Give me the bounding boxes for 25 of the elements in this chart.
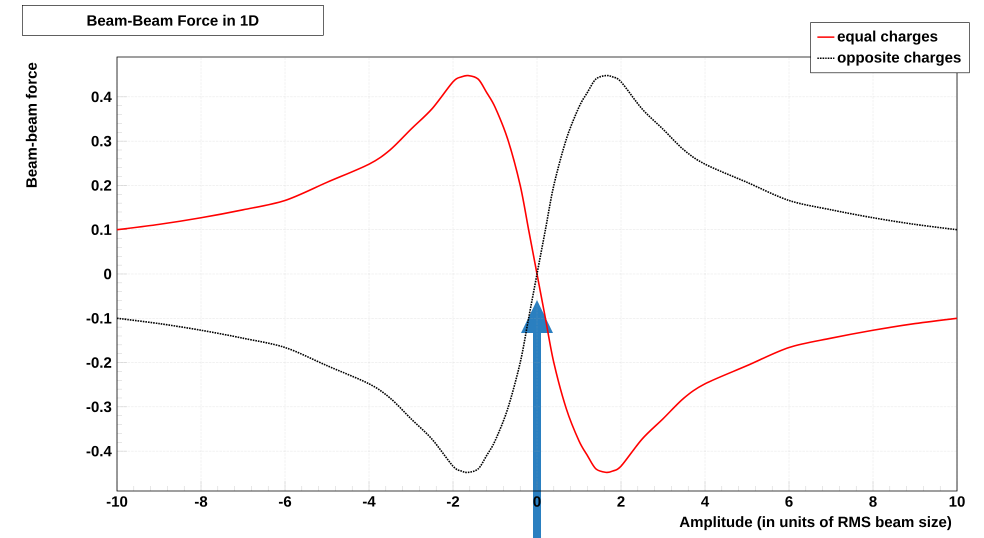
x-tick-label: 6	[785, 496, 793, 507]
y-tick-label: 0.4	[92, 92, 112, 102]
y-tick-label: 0	[104, 268, 112, 280]
chart-title: Beam-Beam Force in 1D	[88, 14, 258, 26]
x-tick-label: 0	[533, 496, 541, 507]
x-tick-label: 10	[950, 496, 965, 507]
legend-label: opposite charges	[838, 52, 961, 66]
x-tick-label: -10	[106, 496, 128, 507]
x-tick-label: -2	[446, 496, 460, 507]
y-tick-label: -0.3	[86, 402, 112, 412]
x-tick-label: 2	[617, 496, 625, 507]
x-tick-label: -4	[362, 496, 376, 507]
legend-label: equal charges	[838, 30, 938, 45]
y-tick-label: -0.4	[86, 446, 112, 456]
y-tick-label: -0.1	[86, 312, 112, 324]
y-tick-label: -0.2	[86, 357, 112, 368]
x-tick-label: 4	[701, 496, 710, 507]
x-tick-label: -8	[194, 496, 208, 507]
y-tick-label: 0.2	[92, 180, 112, 191]
y-axis-title: Beam-beam force	[26, 62, 37, 188]
y-tick-label: 0.1	[92, 224, 112, 236]
x-tick-label: -6	[278, 496, 292, 507]
y-tick-label: 0.3	[92, 136, 112, 146]
x-tick-label: 8	[869, 496, 877, 507]
x-axis-title: Amplitude (in units of RMS beam size)	[680, 516, 952, 530]
